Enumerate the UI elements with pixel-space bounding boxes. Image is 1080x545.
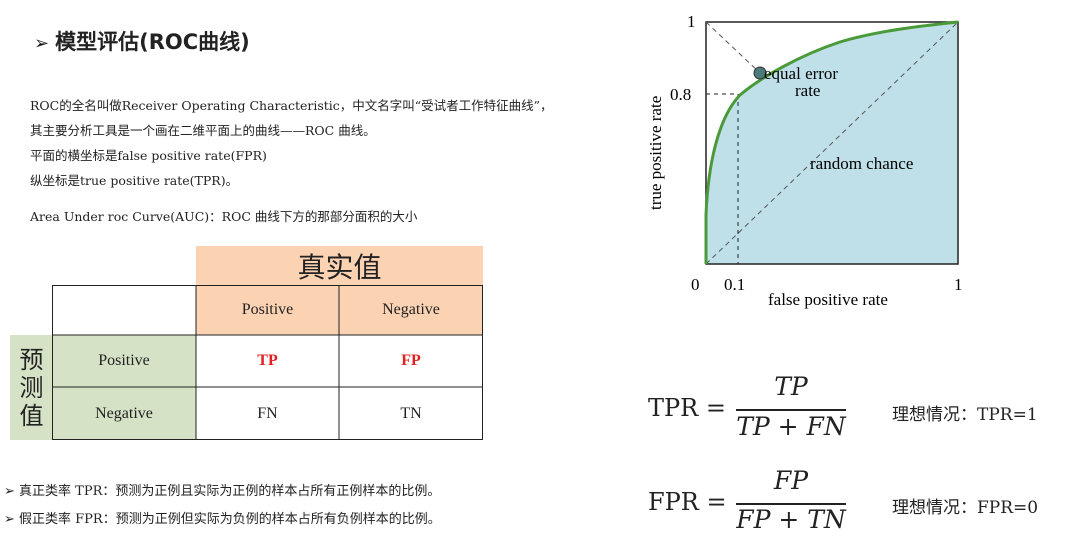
roc-diagram: 1 0.8 0 0.1 1 false positive rate true p…: [646, 12, 963, 309]
tick-x-1: 1: [954, 275, 963, 294]
predicted-header-char: 预: [19, 345, 44, 374]
eer-label-line1: equal error: [764, 64, 838, 83]
tpr-denominator: TP + FN: [736, 412, 846, 441]
plot-frame: [705, 21, 959, 265]
title-bullet: ➢: [34, 33, 50, 54]
predicted-value-header: 预 测 值: [10, 335, 53, 440]
predicted-header-char: 值: [19, 401, 44, 430]
equal-error-point: [753, 66, 767, 80]
fpr-formula-lhs: FPR =: [648, 488, 727, 516]
col-header-positive: Positive: [241, 301, 294, 318]
intro-paragraph: ROC的全名叫做Receiver Operating Characteristi…: [30, 93, 553, 193]
fpr-denominator: FP + TN: [736, 505, 846, 534]
intro-line: ROC的全名叫做Receiver Operating Characteristi…: [30, 98, 553, 113]
tick-y-1: 1: [687, 12, 696, 31]
tick-origin: 0: [691, 275, 700, 294]
fpr-ideal: 理想情况：FPR=0: [892, 498, 1039, 518]
random-chance-label: random chance: [810, 154, 913, 173]
tick-y-0.8: 0.8: [670, 85, 691, 104]
tpr-definition: ➢ 真正类率 TPR：预测为正例且实际为正例的样本占所有正例样本的比例。: [4, 484, 441, 499]
row-header-positive: Positive: [98, 352, 150, 369]
tpr-formula-lhs: TPR =: [648, 394, 726, 422]
rate-definitions: ➢ 真正类率 TPR：预测为正例且实际为正例的样本占所有正例样本的比例。 ➢ 假…: [4, 478, 441, 534]
random-chance-line: [705, 21, 959, 265]
intro-line: 其主要分析工具是一个画在二维平面上的曲线——ROC 曲线。: [30, 123, 376, 138]
tick-x-0.1: 0.1: [724, 275, 745, 294]
tpr-numerator: TP: [774, 372, 808, 401]
col-header-negative: Negative: [382, 301, 440, 318]
roc-curve: [704, 20, 959, 264]
section-title: ➢ 模型评估(ROC曲线): [34, 26, 250, 56]
fpr-fraction-bar: [736, 503, 846, 505]
intro-line: 平面的横坐标是false positive rate(FPR): [30, 148, 267, 163]
eer-label-line2: rate: [795, 81, 820, 100]
cell-fp: FP: [401, 352, 421, 369]
fpr-numerator: FP: [773, 466, 809, 495]
intro-line: 纵坐标是true positive rate(TPR)。: [30, 173, 239, 188]
y-axis-label: true positive rate: [646, 96, 665, 210]
cell-tn: TN: [400, 404, 422, 422]
cell-fn: FN: [257, 404, 278, 422]
actual-value-header: 真实值: [196, 246, 483, 285]
tpr-fraction-bar: [736, 409, 846, 411]
x-axis-label: false positive rate: [768, 290, 888, 309]
tpr-ideal: 理想情况：TPR=1: [892, 405, 1038, 425]
cell-tp: TP: [257, 352, 278, 369]
eer-line: [705, 21, 761, 74]
confusion-matrix-grid: [52, 285, 483, 440]
predicted-header-char: 测: [19, 373, 44, 402]
fpr-definition: ➢ 假正类率 FPR：预测为正例但实际为负例的样本占所有负例样本的比例。: [4, 512, 441, 527]
title-text: 模型评估(ROC曲线): [55, 30, 250, 54]
auc-definition: Area Under roc Curve(AUC)：ROC 曲线下方的那部分面积…: [30, 209, 418, 224]
row-header-negative: Negative: [95, 404, 153, 422]
